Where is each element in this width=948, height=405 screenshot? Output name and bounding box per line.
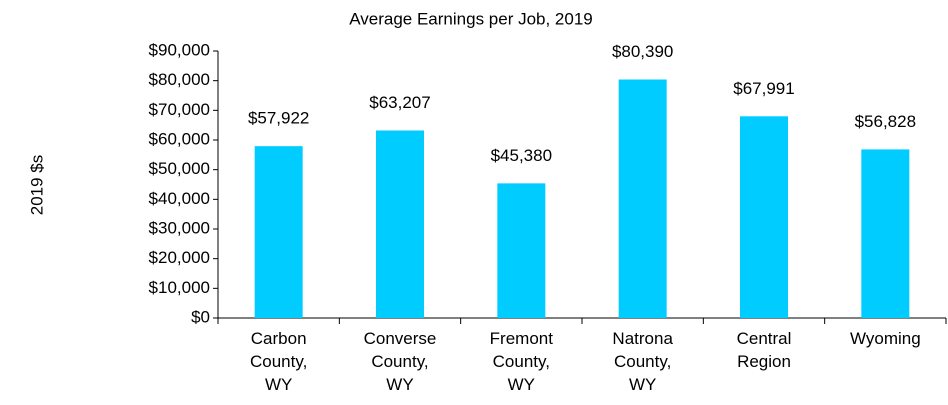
x-tick-label: Converse County, WY: [364, 329, 437, 394]
value-label: $63,207: [369, 93, 430, 112]
y-tick-label: $90,000: [149, 40, 210, 59]
y-tick-label: $20,000: [149, 248, 210, 267]
y-tick-label: $30,000: [149, 218, 210, 237]
y-axis-label: 2019 $s: [27, 155, 46, 216]
value-label: $57,922: [248, 109, 309, 128]
y-tick-label: $60,000: [149, 129, 210, 148]
value-label: $67,991: [733, 79, 794, 98]
y-tick-label: $50,000: [149, 159, 210, 178]
y-tick-label: $10,000: [149, 278, 210, 297]
bar: [861, 149, 910, 318]
value-label: $56,828: [855, 112, 916, 131]
bar: [740, 116, 788, 318]
y-tick-label: $80,000: [149, 70, 210, 89]
x-tick-label: Carbon County, WY: [250, 329, 307, 394]
chart-title: Average Earnings per Job, 2019: [349, 9, 593, 28]
x-tick-label: Natrona County, WY: [612, 329, 673, 394]
x-tick-label: Fremont County, WY: [490, 329, 554, 394]
bar: [497, 183, 546, 318]
y-tick-label: $40,000: [149, 189, 210, 208]
bar: [618, 79, 667, 318]
bar: [376, 130, 424, 318]
x-tick-label: Central Region: [737, 329, 792, 371]
value-label: $80,390: [612, 42, 673, 61]
y-tick-label: $0: [191, 307, 210, 326]
bar: [254, 146, 303, 318]
value-label: $45,380: [491, 146, 552, 165]
y-tick-label: $70,000: [149, 100, 210, 119]
x-tick-label: Wyoming: [850, 329, 921, 348]
